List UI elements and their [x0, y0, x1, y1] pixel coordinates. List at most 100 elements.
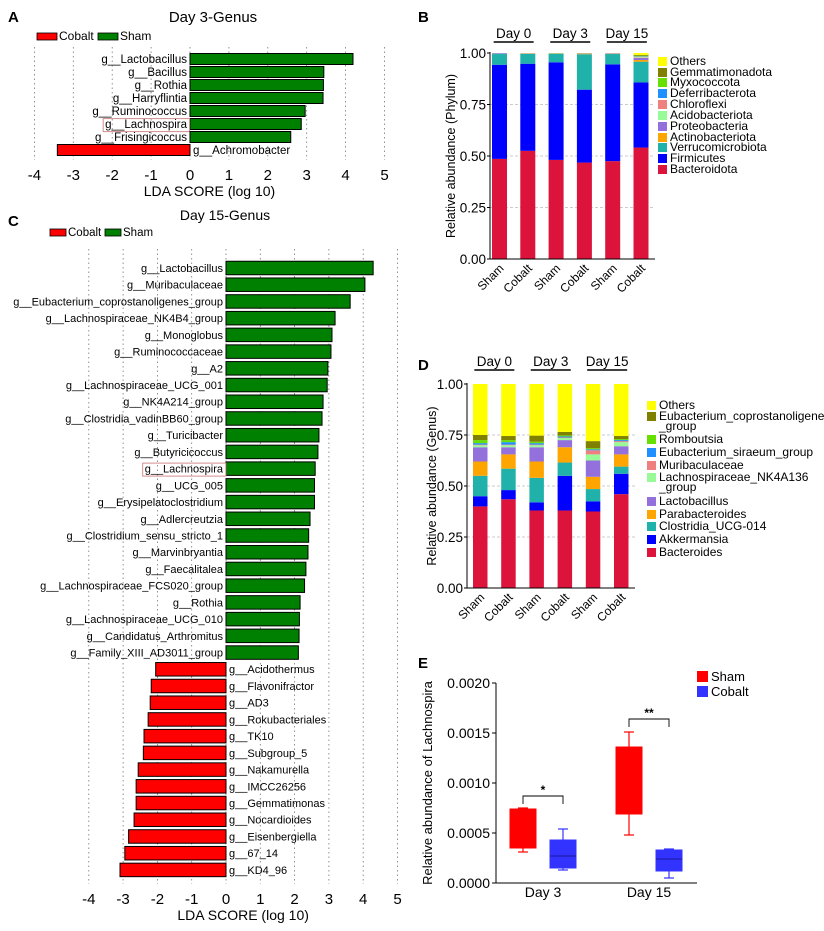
group-label: Day 3 — [533, 354, 568, 369]
stack-segment-romboutsia — [557, 435, 573, 437]
stack-segment-lachnospiraceae_nk4a136_group — [529, 445, 544, 448]
category-label: g__Frisingicoccus — [95, 132, 187, 144]
highlight-box — [102, 118, 191, 133]
category-label: g__Lachnospira — [105, 119, 187, 131]
stack-segment-others — [529, 384, 544, 436]
legend-label: Firmicutes — [670, 151, 725, 165]
stack-segment-romboutsia — [501, 440, 516, 443]
group-label: Day 3 — [553, 26, 588, 41]
stack-segment-lachnospiraceae_nk4a136_group — [501, 445, 516, 448]
stack-segment-eubacterium_coprostanoligenes_group — [473, 435, 488, 441]
x-tick-label: Cobalt — [614, 261, 649, 296]
y-tick-label: 0.75 — [437, 428, 463, 443]
stack-segment-bacteroidota — [576, 162, 592, 259]
category-label: g__NK4A214_group — [123, 397, 223, 409]
lda-bar — [124, 845, 227, 861]
stack-segment-romboutsia — [614, 439, 629, 441]
stack-segment-eubacterium_coprostanoligenes_group — [614, 436, 629, 440]
category-label: g__Acidothermus — [229, 664, 315, 676]
category-label: g__Butyricicoccus — [134, 447, 223, 459]
panel-label-b: B — [418, 9, 429, 26]
y-tick-label: 0.25 — [460, 201, 486, 216]
stack-segment-bacteroides — [585, 511, 601, 588]
lda-bar — [137, 762, 227, 777]
category-label: g__A2 — [191, 363, 223, 375]
legend-swatch — [658, 122, 667, 131]
legend-label: Proteobacteria — [670, 119, 748, 133]
lda-bar — [149, 695, 227, 710]
lda-bar — [225, 260, 374, 276]
legend-swatch — [658, 89, 667, 98]
stack-segment-firmicutes — [492, 64, 507, 159]
x-tick-label: Day 15 — [627, 884, 672, 900]
category-label: g__Turicibacter — [148, 430, 224, 442]
stack-segment-verrucomicrobiota — [520, 53, 536, 64]
y-tick-label: 0.0005 — [447, 825, 490, 841]
lda-bar — [128, 829, 227, 844]
stack-segment-acidobacteriota — [633, 57, 649, 58]
y-axis-label: Relative abundance (Phylum) — [444, 74, 458, 238]
x-tick-label: Sham — [588, 261, 620, 293]
x-tick-label: -1 — [144, 167, 157, 184]
category-label: g__Gemmatimonas — [229, 798, 325, 810]
lda-bar — [225, 294, 351, 309]
category-label: g__Muribaculaceae — [127, 280, 223, 292]
stack-segment-firmicutes — [633, 82, 649, 148]
stack-segment-proteobacteria — [576, 53, 592, 55]
legend-label-line: Eubacterium_coprostanoligenes — [659, 409, 824, 423]
x-tick-label: 4 — [341, 167, 349, 184]
legend-swatch — [647, 522, 656, 531]
category-label: g__AD3 — [229, 698, 269, 710]
legend-label-sham: Sham — [120, 29, 151, 43]
stack-segment-verrucomicrobiota — [633, 61, 649, 83]
significance-bracket — [628, 718, 670, 727]
category-label: g__KD4_96 — [229, 865, 287, 877]
stack-segment-verrucomicrobiota — [492, 54, 507, 65]
category-label: g__Adlercreutzia — [140, 514, 223, 526]
category-label: g__Lactobacillus — [101, 54, 187, 66]
lda-bar — [225, 327, 333, 343]
stack-segment-parabacteroides — [529, 461, 544, 478]
legend-label: Eubacterium_siraeum_group — [659, 445, 813, 459]
box-cobalt — [655, 849, 683, 872]
y-axis-label: Relative abundance (Genus) — [425, 406, 439, 565]
stack-segment-verrucomicrobiota — [605, 54, 621, 65]
category-label: g__IMCC26256 — [229, 781, 306, 793]
lda-bar — [225, 578, 306, 593]
category-label: g__67_14 — [229, 848, 278, 860]
stack-segment-parabacteroides — [557, 447, 573, 463]
stack-segment-akkermansia — [614, 473, 629, 495]
lda-bar — [189, 53, 354, 65]
legend-label: Bacteroidota — [670, 162, 738, 176]
stack-segment-parabacteroides — [614, 454, 629, 467]
lda-bar — [225, 394, 324, 410]
stack-segment-parabacteroides — [585, 476, 601, 490]
legend-swatch-cobalt — [49, 228, 67, 237]
stack-segment-eubacterium_siraeum_group — [585, 449, 601, 451]
stack-segment-firmicutes — [520, 63, 536, 151]
legend-label: Gemmatimonadota — [670, 65, 772, 79]
legend-swatch — [647, 401, 656, 410]
stack-segment-bacteroides — [614, 494, 629, 588]
chart-title: Day 3-Genus — [169, 9, 257, 26]
legend-swatch — [658, 57, 667, 66]
x-tick-label: 3 — [303, 167, 311, 184]
x-tick-label: Cobalt — [481, 590, 516, 625]
legend-swatch — [647, 412, 656, 421]
stack-segment-chloroflexi — [633, 56, 649, 58]
stack-segment-lactobacillus — [614, 446, 629, 455]
legend-swatch — [658, 111, 667, 120]
legend-swatch-sham — [97, 32, 119, 41]
lda-bar — [225, 645, 299, 660]
lda-bar — [225, 478, 315, 493]
x-tick-label: -3 — [67, 167, 80, 184]
legend-swatch — [647, 510, 656, 519]
lda-bar — [189, 118, 302, 130]
stack-segment-bacteroidota — [548, 159, 564, 259]
legend-label: Akkermansia — [659, 532, 729, 546]
stack-segment-akkermansia — [585, 501, 601, 512]
stack-segment-bacteroides — [557, 510, 573, 588]
lda-bar — [225, 628, 300, 644]
highlight-box — [142, 462, 227, 477]
legend-label: Muribaculaceae — [659, 458, 744, 472]
